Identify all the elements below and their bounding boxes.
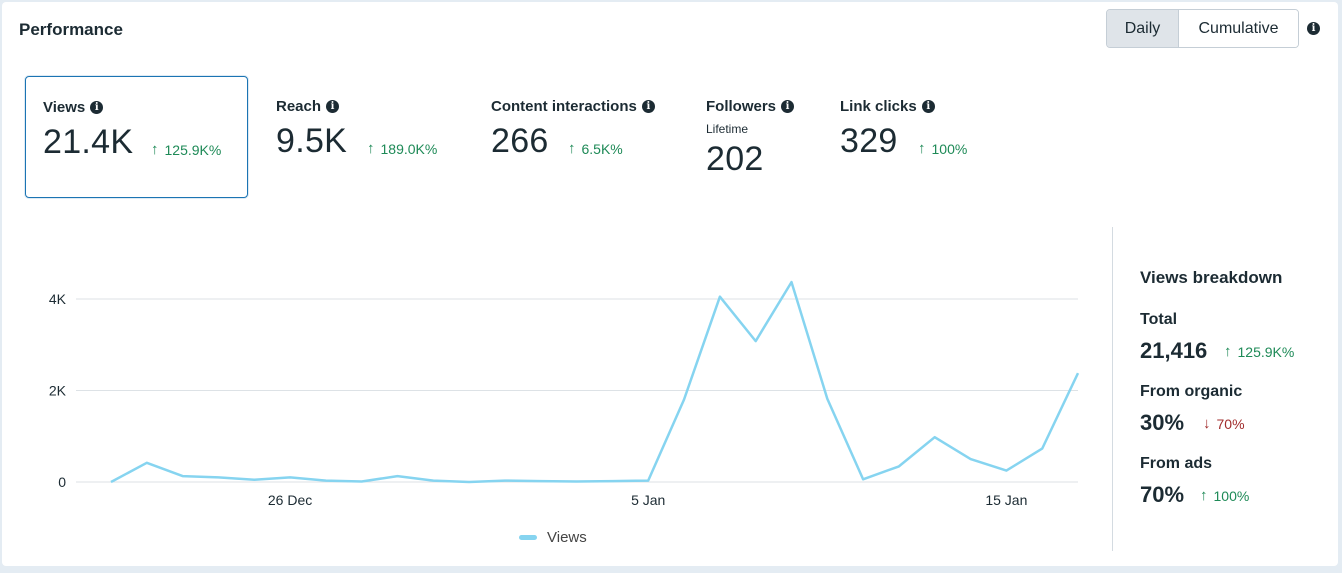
info-icon[interactable]: i	[1307, 22, 1320, 35]
views-breakdown-panel: Views breakdown	[1140, 268, 1330, 288]
metric-card-content-interactions[interactable]: Content interactions i 266 ↑ 6.5K%	[473, 76, 683, 198]
metric-change: ↑ 125.9K%	[151, 141, 221, 158]
arrow-up-icon: ↑	[1224, 343, 1232, 360]
metric-change: ↑ 6.5K%	[568, 140, 623, 157]
arrow-up-icon: ↑	[1200, 487, 1208, 504]
metric-value: 266	[491, 122, 549, 160]
metric-card-reach[interactable]: Reach i 9.5K ↑ 189.0K%	[258, 76, 458, 198]
metric-change-value: 6.5K%	[581, 140, 623, 157]
y-tick-label: 4K	[49, 291, 67, 307]
x-tick-label: 5 Jan	[631, 492, 665, 508]
series-line-views[interactable]	[110, 280, 1080, 484]
metric-card-followers[interactable]: Followers i Lifetime 202	[688, 76, 818, 198]
info-icon[interactable]: i	[90, 101, 104, 114]
x-tick-label: 15 Jan	[985, 492, 1027, 508]
metric-change-value: 189.0K%	[380, 140, 438, 157]
metric-value: 21.4K	[43, 123, 134, 161]
breakdown-change-total: ↑ 125.9K%	[1224, 343, 1294, 360]
breakdown-label-ads: From ads	[1140, 455, 1213, 472]
legend-label-views: Views	[547, 529, 587, 546]
breakdown-value-organic: 30%	[1140, 410, 1185, 435]
metric-value: 202	[706, 140, 764, 178]
arrow-up-icon: ↑	[151, 141, 159, 158]
info-icon[interactable]: i	[781, 100, 795, 113]
metric-label: Content interactions	[491, 98, 637, 115]
breakdown-title: Views breakdown	[1140, 268, 1283, 287]
page-title: Performance	[19, 20, 123, 39]
y-tick-label: 2K	[49, 383, 67, 399]
metric-label: Followers	[706, 98, 777, 115]
breakdown-label-organic: From organic	[1140, 383, 1243, 400]
daily-toggle-button[interactable]: Daily	[1107, 10, 1179, 47]
metric-label: Link clicks	[840, 98, 917, 115]
breakdown-change-value: 100%	[1213, 487, 1250, 504]
metric-label: Reach	[276, 98, 322, 115]
arrow-down-icon: ↓	[1203, 415, 1211, 432]
performance-card	[2, 2, 1338, 566]
views-line-chart: 0 2K 4K 26 Dec 5 Jan 15 Jan	[49, 280, 1080, 508]
metric-card-views[interactable]: Views i 21.4K ↑ 125.9K%	[25, 76, 248, 198]
legend-swatch-views	[519, 535, 537, 540]
metric-change: ↑ 100%	[918, 140, 967, 157]
divider	[1112, 227, 1113, 551]
x-tick-label: 26 Dec	[268, 492, 312, 508]
breakdown-value-total: 21,416	[1140, 338, 1208, 363]
metric-value: 9.5K	[276, 122, 348, 160]
info-icon[interactable]: i	[641, 100, 655, 113]
cumulative-toggle-button[interactable]: Cumulative	[1179, 10, 1298, 47]
breakdown-change-value: 70%	[1216, 415, 1245, 432]
breakdown-change-ads: ↑ 100%	[1200, 487, 1249, 504]
metric-card-link-clicks[interactable]: Link clicks i 329 ↑ 100%	[822, 76, 1002, 198]
metric-sublabel: Lifetime	[706, 122, 749, 136]
breakdown-change-organic: ↓ 70%	[1203, 415, 1245, 432]
breakdown-value-ads: 70%	[1140, 482, 1185, 507]
metric-label: Views	[43, 99, 86, 116]
breakdown-change-value: 125.9K%	[1237, 343, 1295, 360]
metric-change-value: 100%	[931, 140, 968, 157]
y-tick-label: 0	[58, 474, 66, 490]
metric-change-value: 125.9K%	[164, 141, 222, 158]
arrow-up-icon: ↑	[367, 140, 375, 157]
metric-change: ↑ 189.0K%	[367, 140, 437, 157]
view-mode-toggle: Daily Cumulative	[1106, 9, 1299, 48]
chart-legend[interactable]: Views	[519, 529, 587, 546]
info-icon[interactable]: i	[326, 100, 340, 113]
info-icon[interactable]: i	[921, 100, 935, 113]
breakdown-label-total: Total	[1140, 311, 1178, 328]
metric-value: 329	[840, 122, 898, 160]
arrow-up-icon: ↑	[568, 140, 576, 157]
arrow-up-icon: ↑	[918, 140, 926, 157]
